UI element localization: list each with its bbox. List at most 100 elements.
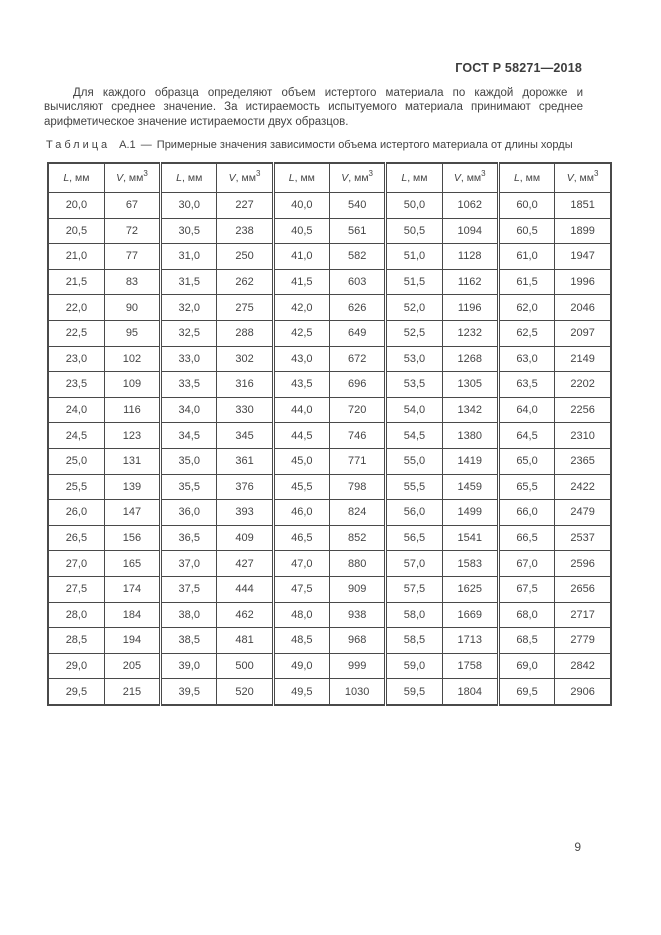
cell-v-value: 2202	[554, 371, 612, 398]
table-row: 22,5 95 32,5 288 42,5 649 52,5 1232 62,5 2097	[47, 319, 612, 347]
cell-l-value: 65,5	[496, 473, 556, 501]
cell-l-value: 36,0	[159, 499, 218, 526]
cell-l-value: 24,5	[47, 422, 105, 449]
cell-v-value: 880	[328, 550, 387, 577]
table-row: 21,0 77 31,0 250 41,0 582 51,0 1128 61,0 1947	[47, 243, 612, 270]
cell-l-value: 41,5	[271, 268, 330, 296]
cell-v-value: 1062	[441, 192, 499, 219]
values-table: L, мм V, мм3 L, мм V, мм3 L, мм V, мм3 L, мм V,…	[47, 162, 612, 706]
cell-v-value: 2149	[554, 345, 612, 373]
cell-l-value: 63,5	[496, 371, 556, 398]
cell-v-value: 1669	[441, 601, 499, 629]
cell-v-value: 116	[103, 396, 162, 424]
table-row: 29,0 205 39,0 500 49,0 999 59,0 1758 69,0 2842	[47, 652, 612, 680]
cell-l-value: 31,5	[159, 268, 218, 296]
cell-l-value: 65,0	[496, 447, 556, 475]
cell-l-value: 21,5	[47, 268, 105, 296]
table-row: 29,5 215 39,5 520 49,5 1030 59,5 1804 69,5 2906	[47, 678, 612, 706]
values-table-head: L, мм V, мм3 L, мм V, мм3 L, мм V, мм3 L, мм V,…	[47, 162, 612, 193]
cell-v-value: 1305	[441, 371, 499, 398]
cell-v-value: 238	[216, 217, 274, 245]
cell-l-value: 62,5	[496, 319, 556, 347]
cell-l-value: 53,0	[384, 345, 443, 373]
cell-l-value: 44,5	[271, 422, 330, 449]
cell-l-value: 43,0	[271, 345, 330, 373]
cell-v-value: 123	[103, 422, 162, 449]
table-row: 21,5 83 31,5 262 41,5 603 51,5 1162 61,5 1996	[47, 268, 612, 296]
table-caption-separator: —	[140, 139, 152, 151]
cell-v-value: 131	[103, 447, 162, 475]
cell-v-value: 1851	[554, 192, 612, 219]
cell-l-value: 51,0	[384, 243, 443, 270]
cell-v-value: 361	[216, 447, 274, 475]
cell-v-value: 393	[216, 499, 274, 526]
cell-l-value: 40,0	[271, 192, 330, 219]
table-caption-label: Таблица	[46, 139, 111, 151]
cell-l-value: 66,5	[496, 524, 556, 552]
cell-v-value: 184	[103, 601, 162, 629]
cell-l-value: 27,0	[47, 550, 105, 577]
cell-v-value: 582	[328, 243, 387, 270]
cell-v-value: 72	[103, 217, 162, 245]
cell-l-value: 35,0	[159, 447, 218, 475]
cell-v-value: 1459	[441, 473, 499, 501]
cell-v-value: 2479	[554, 499, 612, 526]
cell-v-value: 1713	[441, 627, 499, 654]
cell-v-value: 771	[328, 447, 387, 475]
cell-v-value: 2596	[554, 550, 612, 577]
cell-l-value: 50,0	[384, 192, 443, 219]
cell-v-value: 2256	[554, 396, 612, 424]
cell-v-value: 909	[328, 575, 387, 603]
cell-l-value: 37,0	[159, 550, 218, 577]
table-row: 24,5 123 34,5 345 44,5 746 54,5 1380 64,5 2310	[47, 422, 612, 449]
cell-v-value: 95	[103, 319, 162, 347]
cell-v-value: 1030	[328, 678, 387, 706]
cell-l-value: 59,5	[384, 678, 443, 706]
cell-l-value: 35,5	[159, 473, 218, 501]
cell-v-value: 852	[328, 524, 387, 552]
cell-v-value: 1499	[441, 499, 499, 526]
cell-l-value: 22,0	[47, 294, 105, 321]
cell-l-value: 52,0	[384, 294, 443, 321]
cell-v-value: 1947	[554, 243, 612, 270]
cell-v-value: 798	[328, 473, 387, 501]
cell-l-value: 29,5	[47, 678, 105, 706]
cell-v-value: 330	[216, 396, 274, 424]
table-row: 23,5 109 33,5 316 43,5 696 53,5 1305 63,5 2202	[47, 371, 612, 398]
cell-v-value: 696	[328, 371, 387, 398]
cell-v-value: 649	[328, 319, 387, 347]
table-caption: Таблица А.1 — Примерные значения зависимо…	[46, 139, 573, 151]
cell-l-value: 58,5	[384, 627, 443, 654]
cell-v-value: 409	[216, 524, 274, 552]
cell-v-value: 1996	[554, 268, 612, 296]
cell-l-value: 66,0	[496, 499, 556, 526]
values-table-container: L, мм V, мм3 L, мм V, мм3 L, мм V, мм3 L, мм V,…	[47, 162, 612, 706]
cell-l-value: 20,0	[47, 192, 105, 219]
document-header-title: ГОСТ Р 58271—2018	[455, 61, 582, 75]
cell-v-value: 672	[328, 345, 387, 373]
cell-v-value: 316	[216, 371, 274, 398]
cell-l-value: 53,5	[384, 371, 443, 398]
cell-l-value: 60,0	[496, 192, 556, 219]
cell-l-value: 58,0	[384, 601, 443, 629]
cell-v-value: 968	[328, 627, 387, 654]
cell-l-value: 54,0	[384, 396, 443, 424]
cell-v-value: 626	[328, 294, 387, 321]
cell-v-value: 205	[103, 652, 162, 680]
table-caption-text: Примерные значения зависимости объема ис…	[156, 139, 573, 151]
cell-l-value: 56,5	[384, 524, 443, 552]
cell-l-value: 28,5	[47, 627, 105, 654]
cell-l-value: 34,5	[159, 422, 218, 449]
cell-l-value: 69,0	[496, 652, 556, 680]
cell-v-value: 938	[328, 601, 387, 629]
cell-v-value: 1380	[441, 422, 499, 449]
cell-v-value: 345	[216, 422, 274, 449]
cell-v-value: 2422	[554, 473, 612, 501]
cell-v-value: 603	[328, 268, 387, 296]
cell-l-value: 28,0	[47, 601, 105, 629]
cell-l-value: 40,5	[271, 217, 330, 245]
cell-v-value: 1162	[441, 268, 499, 296]
table-row: 23,0 102 33,0 302 43,0 672 53,0 1268 63,0 2149	[47, 345, 612, 373]
table-row: 20,5 72 30,5 238 40,5 561 50,5 1094 60,5 1899	[47, 217, 612, 245]
cell-v-value: 1232	[441, 319, 499, 347]
